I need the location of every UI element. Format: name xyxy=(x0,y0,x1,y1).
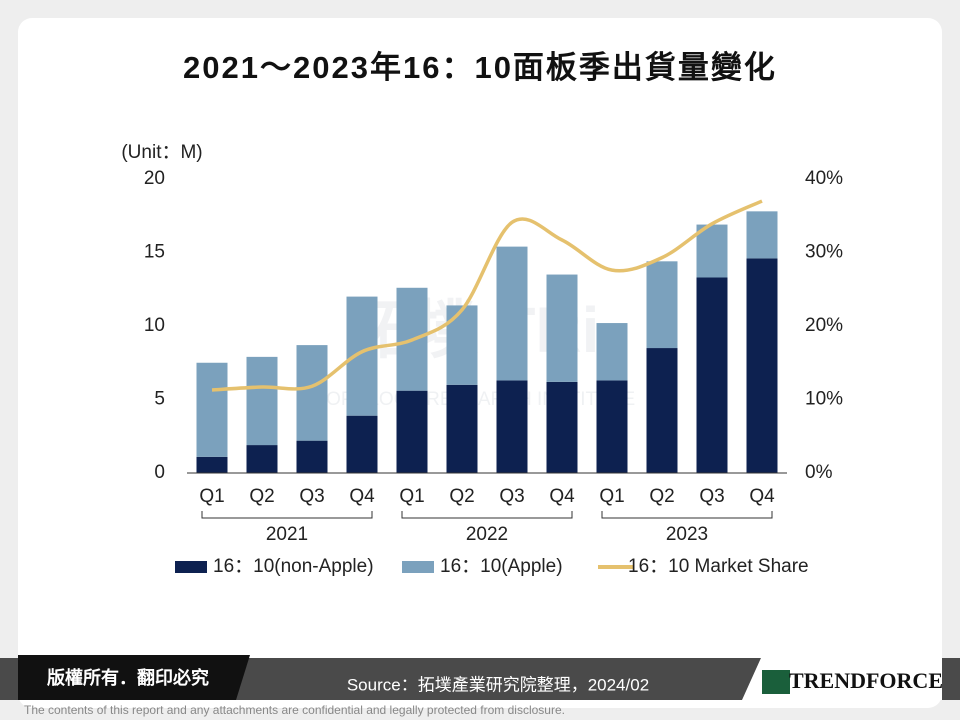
group-label: 2023 xyxy=(666,524,708,545)
group-label: 2021 xyxy=(266,524,308,545)
x-tick-label: Q1 xyxy=(599,486,624,507)
bar xyxy=(196,362,228,457)
x-tick-label: Q3 xyxy=(499,486,524,507)
bar xyxy=(296,345,328,441)
y2-tick-label: 30% xyxy=(805,242,843,263)
bar xyxy=(196,456,228,473)
y2-tick-label: 20% xyxy=(805,315,843,336)
x-tick-label: Q1 xyxy=(399,486,424,507)
group-bracket xyxy=(401,511,573,519)
x-tick-label: Q4 xyxy=(749,486,775,507)
bar xyxy=(346,296,378,416)
group-bracket xyxy=(601,511,773,519)
y-tick-label: 15 xyxy=(144,242,165,263)
bar xyxy=(396,390,428,473)
bar xyxy=(496,246,528,381)
bar xyxy=(596,323,628,381)
bar xyxy=(546,274,578,382)
y2-tick-label: 40% xyxy=(805,168,843,189)
bar xyxy=(646,348,678,473)
bar xyxy=(546,381,578,473)
bar xyxy=(696,277,728,473)
brand: TRENDFORCE xyxy=(789,668,943,693)
plot: 0 5 10 15 20 0% 10% 20% 30% 40% Q1 Q2 Q3 Q4 Q1 Q2 Q3 Q4 Q1… xyxy=(144,168,843,577)
x-tick-label: Q2 xyxy=(649,486,674,507)
brand-icon xyxy=(762,670,790,694)
bar xyxy=(246,445,278,473)
line xyxy=(211,199,763,392)
bar xyxy=(446,305,478,385)
bar xyxy=(446,384,478,473)
legend-label: 16：10 Market Share xyxy=(628,556,809,577)
legend-label: 16：10(non-Apple) xyxy=(213,556,374,577)
chart-title: 2021～2023年16：10面板季出貨量變化 xyxy=(183,50,777,85)
bar xyxy=(496,380,528,473)
y-tick-label: 5 xyxy=(154,389,165,410)
source: Source：拓墣產業研究院整理，2024/02 xyxy=(347,675,649,694)
y2-tick-label: 0% xyxy=(805,462,833,483)
bar xyxy=(246,356,278,446)
y-tick-label: 20 xyxy=(144,168,165,189)
y-axis-label: (Unit：M) xyxy=(121,142,202,163)
bar xyxy=(346,415,378,473)
bar xyxy=(696,224,728,278)
group-bracket xyxy=(201,511,373,519)
brand-box xyxy=(742,638,942,700)
copyright: 版權所有．翻印必究 xyxy=(47,667,209,688)
card xyxy=(18,18,942,708)
disclaimer: The contents of this report and any atta… xyxy=(24,703,565,717)
group-label: 2022 xyxy=(466,524,508,545)
y-tick-label: 0 xyxy=(154,462,165,483)
copyright-box xyxy=(18,655,250,700)
bar xyxy=(746,258,778,473)
bar xyxy=(296,440,328,473)
legend-swatch xyxy=(175,561,207,573)
y2-tick-label: 10% xyxy=(805,389,843,410)
bar xyxy=(596,380,628,473)
legend-label: 16：10(Apple) xyxy=(440,556,563,577)
legend-swatch xyxy=(402,561,434,573)
bar xyxy=(746,211,778,259)
x-tick-label: Q4 xyxy=(549,486,575,507)
x-tick-label: Q3 xyxy=(699,486,724,507)
bar xyxy=(646,261,678,349)
x-tick-label: Q4 xyxy=(349,486,375,507)
x-tick-label: Q2 xyxy=(449,486,474,507)
x-tick-label: Q2 xyxy=(249,486,274,507)
y-tick-label: 10 xyxy=(144,315,165,336)
x-tick-label: Q1 xyxy=(199,486,224,507)
x-tick-label: Q3 xyxy=(299,486,324,507)
